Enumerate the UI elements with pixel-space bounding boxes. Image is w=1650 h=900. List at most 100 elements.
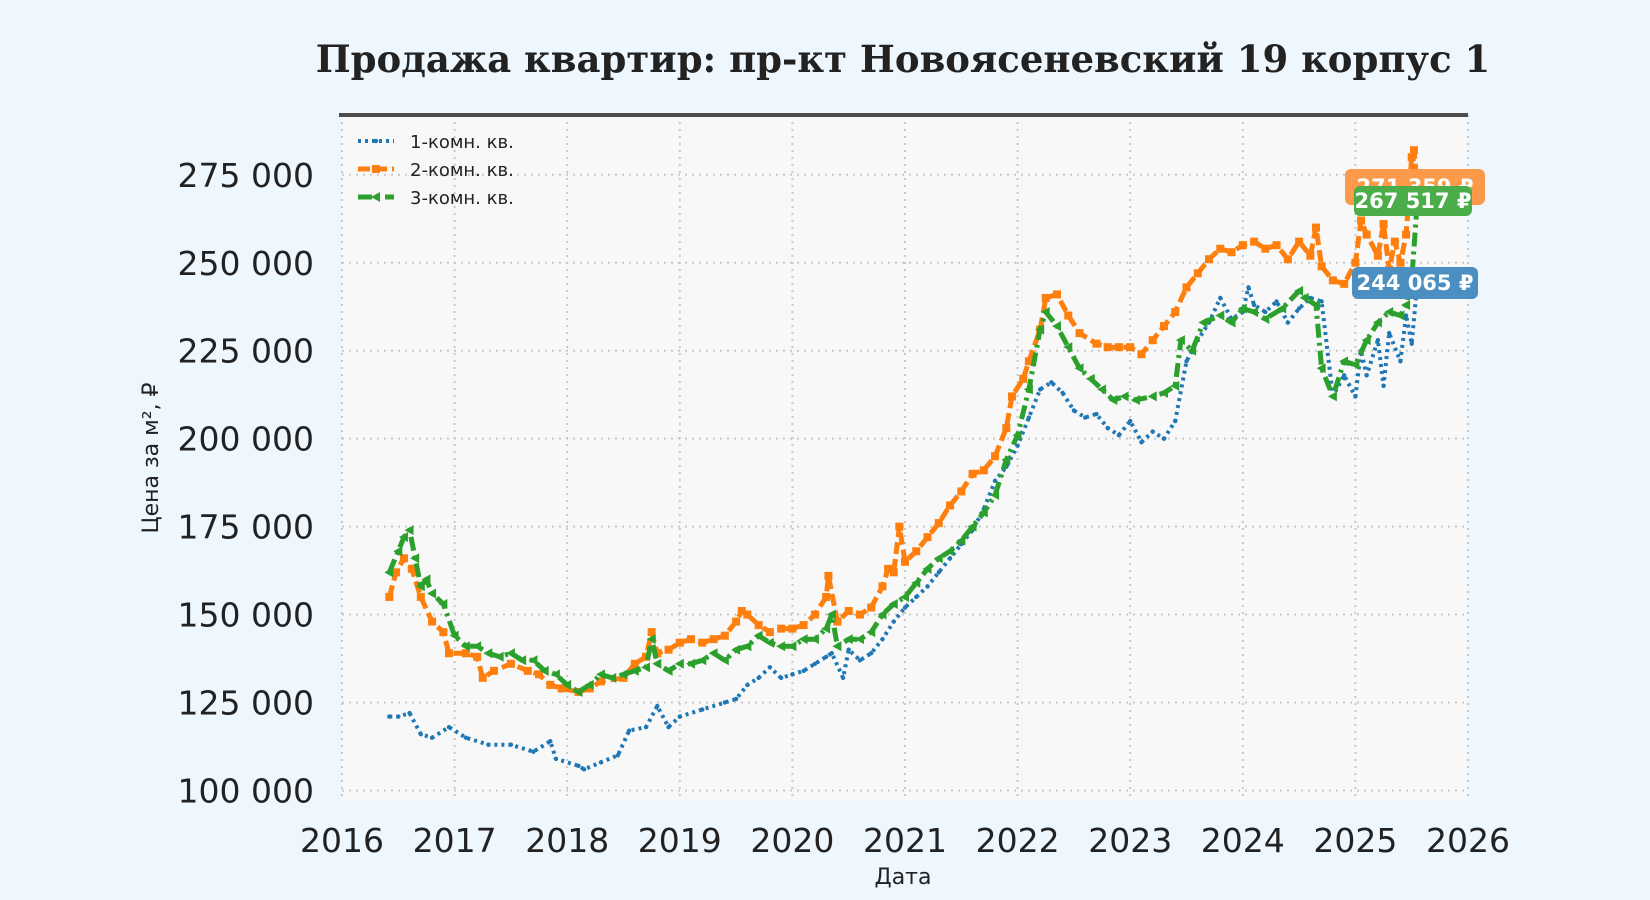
x-tick-label: 2026 [1426, 821, 1510, 860]
data-point [1060, 390, 1065, 396]
data-point [1274, 299, 1279, 304]
data-point [737, 607, 746, 616]
data-point [444, 649, 453, 658]
data-point [888, 598, 898, 609]
data-point [1002, 424, 1011, 433]
data-point [392, 568, 401, 577]
data-point [404, 525, 414, 536]
data-point [1362, 230, 1371, 239]
data-point [1237, 303, 1247, 314]
data-point [1182, 283, 1191, 292]
data-point [1108, 394, 1118, 405]
data-point [936, 570, 941, 575]
data-point [855, 610, 864, 619]
data-point [664, 645, 673, 654]
y-tick-label: 275 000 [178, 156, 314, 195]
data-point [844, 607, 853, 616]
data-point [598, 760, 604, 765]
data-point [449, 630, 459, 641]
data-point [946, 501, 955, 510]
data-point [776, 641, 786, 652]
data-point [1351, 258, 1360, 267]
y-tick-label: 100 000 [178, 771, 314, 810]
data-point [1246, 285, 1251, 290]
data-point [902, 605, 908, 610]
data-point [1226, 317, 1236, 328]
x-tick-label: 2016 [300, 821, 384, 860]
data-point [889, 568, 898, 577]
y-tick-label: 225 000 [178, 332, 314, 371]
data-point [1105, 425, 1110, 431]
data-point [629, 665, 639, 676]
data-point [810, 610, 819, 619]
data-point [410, 553, 420, 564]
data-point [539, 665, 549, 676]
data-point [754, 621, 763, 630]
data-point [923, 533, 932, 542]
data-point [478, 673, 487, 682]
data-point [585, 684, 594, 693]
data-point [1238, 241, 1247, 250]
data-point [947, 556, 953, 561]
data-point [1147, 391, 1157, 402]
data-point [821, 623, 831, 634]
data-point [1308, 295, 1313, 301]
data-point [581, 767, 587, 772]
data-point [535, 670, 544, 679]
legend-label: 1-комн. кв. [410, 132, 514, 153]
data-point [1148, 336, 1157, 345]
grid [341, 115, 1469, 801]
x-axis-ticks: 2016 2017 2018 2019 2020 2021 2022 2023 2024 2025… [300, 821, 1510, 860]
data-point [1379, 220, 1388, 229]
data-point [756, 675, 761, 681]
data-point [1373, 251, 1382, 260]
data-point [1075, 329, 1084, 338]
data-point [869, 651, 874, 656]
data-point [385, 592, 394, 601]
data-point [1327, 391, 1337, 402]
data-point [1364, 373, 1369, 378]
badge-label: 244 065 ₽ [1357, 271, 1474, 295]
data-point [553, 756, 559, 761]
data-point [473, 652, 482, 661]
data-point [576, 763, 581, 769]
data-point [1001, 454, 1011, 465]
data-point [1082, 415, 1088, 420]
x-tick-label: 2018 [525, 821, 609, 860]
y-tick-label: 150 000 [178, 596, 314, 635]
data-point [708, 648, 718, 659]
data-point [1114, 343, 1123, 352]
data-point [891, 619, 896, 624]
data-point [399, 554, 408, 563]
data-point [619, 673, 628, 682]
legend-label: 2-комн. кв. [410, 160, 514, 181]
data-point [1064, 311, 1073, 320]
data-point [1251, 302, 1257, 308]
data-point [866, 627, 876, 638]
data-point [550, 669, 560, 680]
data-point [1375, 337, 1381, 343]
data-point [1215, 310, 1225, 321]
y-tick-label: 175 000 [178, 508, 314, 547]
data-point [1128, 418, 1133, 424]
data-point [416, 592, 425, 601]
data-point [809, 634, 819, 645]
data-point [1403, 313, 1409, 318]
data-point [1341, 373, 1347, 378]
data-point [415, 581, 425, 592]
data-point [1401, 299, 1411, 310]
data-point [1158, 387, 1168, 398]
badge-background [1354, 186, 1472, 216]
data-point [700, 707, 705, 712]
data-point [1249, 307, 1259, 318]
data-point [1023, 384, 1033, 395]
data-point [732, 617, 741, 626]
data-point [832, 641, 842, 652]
data-point [1294, 285, 1304, 296]
data-point [829, 651, 835, 656]
data-point [1311, 223, 1320, 232]
data-point [745, 682, 750, 688]
data-point [1316, 363, 1326, 374]
x-tick-label: 2017 [413, 821, 497, 860]
